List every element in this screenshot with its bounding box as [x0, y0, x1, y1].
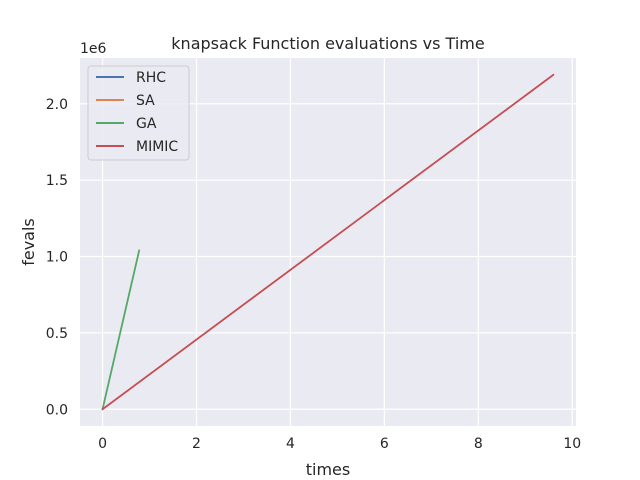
- y-tick-label: 1.0: [46, 250, 68, 266]
- y-tick-labels: 0.0 0.5 1.0 1.5 2.0: [46, 97, 68, 419]
- grid: [80, 58, 576, 426]
- y-tick-label: 0.0: [46, 402, 68, 418]
- y-tick-label: 0.5: [46, 326, 68, 342]
- legend-label-mimic: MIMIC: [136, 139, 178, 155]
- series-line-mimic: [101, 73, 555, 411]
- series-line-ga: [101, 249, 141, 411]
- series-lines: [101, 73, 555, 411]
- x-tick-label: 6: [380, 436, 389, 452]
- y-offset-label: 1e6: [80, 41, 107, 57]
- legend: RHC SA GA MIMIC: [87, 65, 190, 161]
- x-tick-label: 8: [474, 436, 483, 452]
- legend-label-rhc: RHC: [136, 70, 166, 86]
- x-tick-label: 10: [563, 436, 581, 452]
- x-tick-label: 0: [98, 436, 107, 452]
- x-tick-labels: 0 2 4 6 8 10: [98, 436, 581, 452]
- chart-title: knapsack Function evaluations vs Time: [171, 34, 484, 53]
- legend-box: [87, 65, 190, 161]
- x-axis-label: times: [306, 460, 350, 479]
- x-tick-label: 2: [192, 436, 201, 452]
- y-tick-label: 1.5: [46, 173, 68, 189]
- legend-label-ga: GA: [136, 116, 157, 132]
- y-tick-label: 2.0: [46, 97, 68, 113]
- x-tick-label: 4: [286, 436, 295, 452]
- legend-label-sa: SA: [136, 93, 155, 109]
- y-axis-label: fevals: [19, 218, 38, 266]
